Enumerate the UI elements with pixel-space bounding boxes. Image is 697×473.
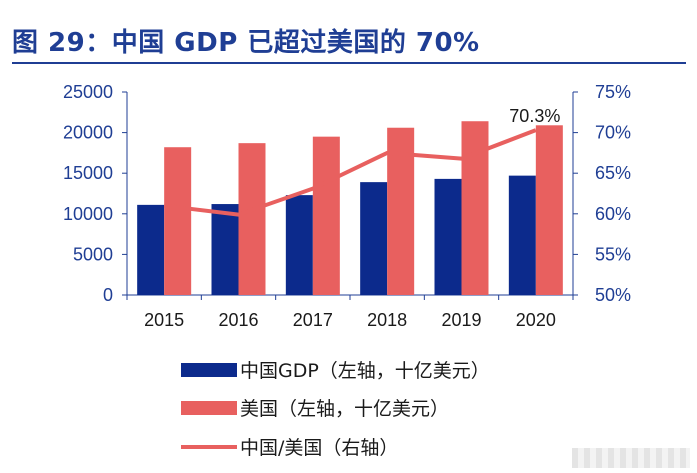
bar-us-gdp — [312, 136, 340, 295]
legend-label: 美国（左轴，十亿美元） — [240, 398, 449, 420]
watermark — [572, 448, 690, 468]
bar-china-gdp — [285, 195, 313, 295]
bar-china-gdp — [137, 204, 165, 295]
x-axis-tick-label: 2017 — [293, 310, 333, 330]
data-label-ratio: 70.3% — [509, 106, 560, 126]
bar-china-gdp — [434, 178, 462, 295]
bar-china-gdp — [508, 175, 536, 295]
right-axis-tick-label: 65% — [595, 163, 631, 183]
left-axis-tick-label: 0 — [103, 285, 113, 305]
ratio-line — [163, 128, 537, 217]
right-axis-tick-label: 75% — [595, 82, 631, 102]
right-axis-tick-label: 70% — [595, 123, 631, 143]
right-axis-tick-label: 50% — [595, 285, 631, 305]
legend-swatch — [181, 401, 237, 415]
page-title: 图 29：中国 GDP 已超过美国的 70% — [12, 28, 480, 58]
x-axis-tick-label: 2015 — [144, 310, 184, 330]
legend-label: 中国/美国（右轴） — [240, 437, 398, 459]
bar-china-gdp — [360, 182, 388, 295]
x-axis-tick-label: 2019 — [441, 310, 481, 330]
title-divider — [12, 62, 686, 64]
bar-us-gdp — [461, 121, 489, 296]
legend-swatch — [181, 363, 237, 377]
bar-china-gdp — [211, 204, 239, 295]
x-axis-tick-label: 2016 — [218, 310, 258, 330]
right-axis-tick-label: 55% — [595, 244, 631, 264]
bar-us-gdp — [535, 125, 563, 296]
left-axis-tick-label: 10000 — [63, 204, 113, 224]
legend-label: 中国GDP（左轴，十亿美元） — [240, 360, 490, 382]
left-axis-tick-label: 15000 — [63, 163, 113, 183]
left-axis-tick-label: 5000 — [73, 244, 113, 264]
left-axis-tick-label: 25000 — [63, 82, 113, 102]
right-axis-tick-label: 60% — [595, 204, 631, 224]
bar-us-gdp — [238, 143, 266, 295]
x-axis-tick-label: 2018 — [367, 310, 407, 330]
x-axis-tick-label: 2020 — [516, 310, 556, 330]
bar-us-gdp — [164, 147, 192, 295]
left-axis-tick-label: 20000 — [63, 123, 113, 143]
